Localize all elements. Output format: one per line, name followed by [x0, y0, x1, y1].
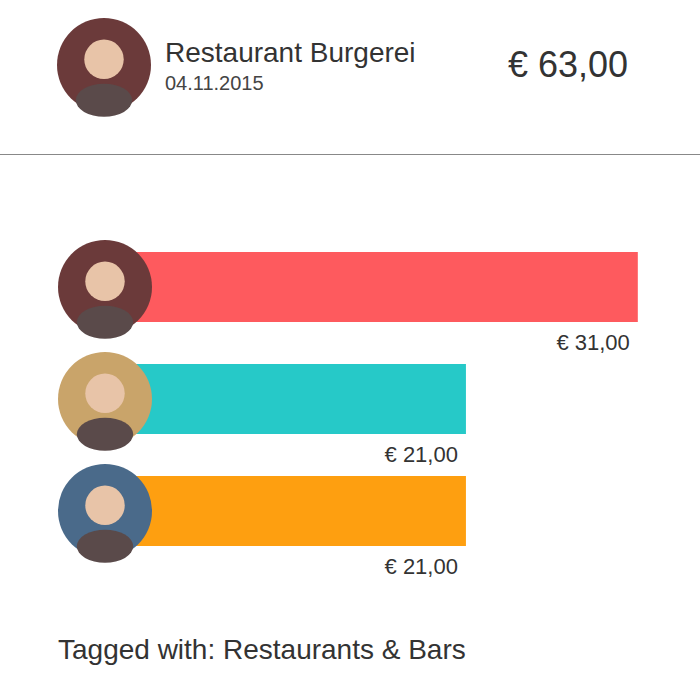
html-text:Tagged with: Restaurants & Bar: Tagged with: Restaurants & Bars — [58, 634, 466, 665]
svg-text:€ 21,00: € 21,00 — [385, 442, 458, 467]
svg-text:€ 63,00: € 63,00 — [508, 44, 628, 85]
svg-text:€ 31,00: € 31,00 — [556, 330, 629, 355]
svg-text:€ 21,00: € 21,00 — [385, 554, 458, 579]
svg-text:Restaurant Burgerei: Restaurant Burgerei — [165, 37, 416, 68]
svg-text:04.11.2015: 04.11.2015 — [165, 72, 264, 94]
